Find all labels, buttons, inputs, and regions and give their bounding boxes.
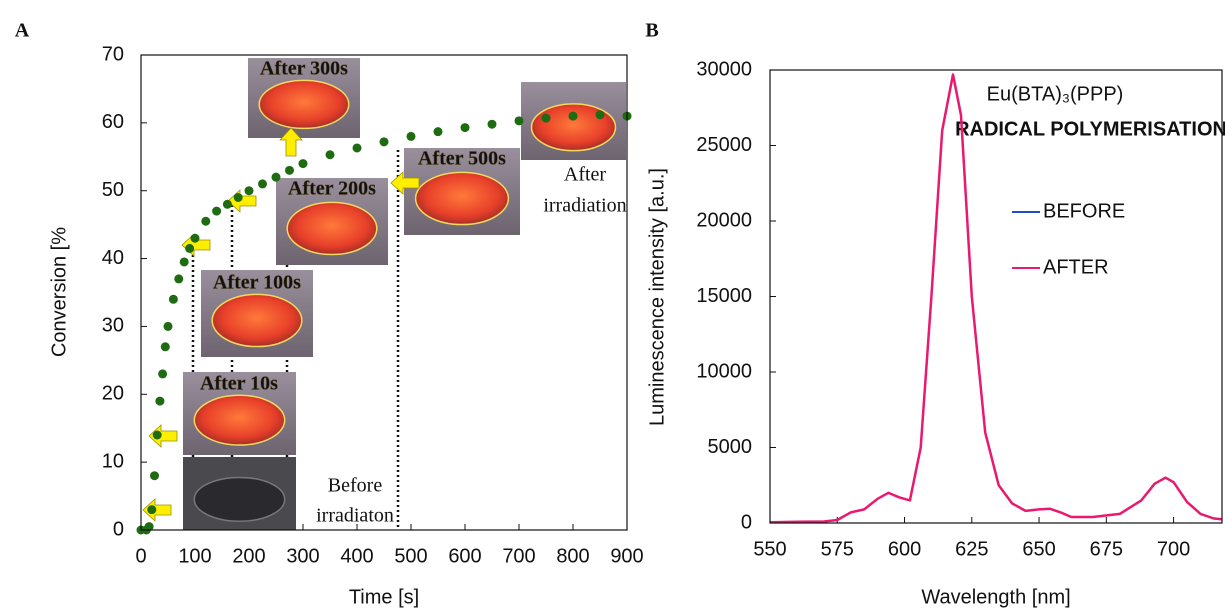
page: AConversion [%Time [s]010203040506070010… xyxy=(0,0,1225,611)
annotation: After 10s xyxy=(200,373,278,395)
annotation: After 500s xyxy=(418,148,506,170)
y-tick-label: 50 xyxy=(102,179,124,201)
data-point xyxy=(161,342,170,351)
data-point xyxy=(461,123,470,132)
x-tick-label: 500 xyxy=(394,545,427,567)
data-point xyxy=(201,217,210,226)
data-point xyxy=(245,186,254,195)
photo-dish xyxy=(212,294,302,346)
x-tick-label: 900 xyxy=(610,545,643,567)
photo-dish xyxy=(194,395,284,445)
x-tick-label: 300 xyxy=(286,545,319,567)
x-tick-label: 550 xyxy=(753,538,786,560)
y-tick-label: 60 xyxy=(102,111,124,133)
data-point xyxy=(169,295,178,304)
x-tick-label: 700 xyxy=(1157,538,1190,560)
x-tick-label: 700 xyxy=(502,545,535,567)
legend-label: AFTER xyxy=(1043,256,1109,278)
data-line xyxy=(770,75,1222,523)
data-point xyxy=(326,150,335,159)
y-tick-label: 0 xyxy=(741,511,752,533)
legend-label: BEFORE xyxy=(1043,200,1125,222)
data-point xyxy=(542,114,551,123)
y-tick-label: 20 xyxy=(102,383,124,405)
x-tick-label: 800 xyxy=(556,545,589,567)
chart-title: Eu(BTA)₃(PPP) xyxy=(987,83,1124,105)
data-point xyxy=(353,143,362,152)
x-tick-label: 625 xyxy=(955,538,988,560)
figure: AConversion [%Time [s]010203040506070010… xyxy=(0,0,1225,611)
panel-label: B xyxy=(645,20,658,42)
x-tick-label: 600 xyxy=(888,538,921,560)
annotation: Before xyxy=(328,475,383,497)
photo xyxy=(183,457,296,530)
data-point xyxy=(185,244,194,253)
y-tick-label: 40 xyxy=(102,247,124,269)
photo-dish xyxy=(532,104,616,151)
annotation: After 200s xyxy=(288,178,376,200)
panel-label: A xyxy=(15,20,30,42)
photo-dish xyxy=(259,80,349,128)
photo-dish xyxy=(287,202,377,254)
data-point xyxy=(155,397,164,406)
photo-dish xyxy=(194,477,284,521)
x-tick-label: 650 xyxy=(1022,538,1055,560)
y-tick-label: 0 xyxy=(113,518,124,540)
photo-dish xyxy=(416,172,509,224)
data-point xyxy=(596,110,605,119)
data-point xyxy=(272,173,281,182)
x-tick-label: 675 xyxy=(1090,538,1123,560)
data-point xyxy=(153,431,162,440)
y-axis-label: Luminescence intensity [a.u.] xyxy=(646,168,668,426)
data-point xyxy=(180,257,189,266)
data-point xyxy=(191,234,200,243)
y-tick-label: 5000 xyxy=(708,436,753,458)
y-tick-label: 30 xyxy=(102,315,124,337)
y-tick-label: 10 xyxy=(102,450,124,472)
x-tick-label: 200 xyxy=(232,545,265,567)
data-point xyxy=(212,207,221,216)
y-tick-label: 20000 xyxy=(696,209,752,231)
annotation: After xyxy=(564,164,607,186)
chart-subtitle: RADICAL POLYMERISATION xyxy=(955,118,1225,140)
y-axis-label: Conversion [% xyxy=(48,227,70,357)
annotation: irradiation xyxy=(543,195,626,217)
x-tick-label: 600 xyxy=(448,545,481,567)
data-point xyxy=(164,322,173,331)
data-point xyxy=(285,166,294,175)
x-tick-label: 0 xyxy=(135,545,146,567)
data-point xyxy=(407,132,416,141)
arrow xyxy=(143,499,171,521)
data-point xyxy=(515,116,524,125)
data-point xyxy=(569,112,578,121)
y-tick-label: 15000 xyxy=(696,285,752,307)
annotation: irradiaton xyxy=(316,505,394,527)
x-tick-label: 575 xyxy=(821,538,854,560)
y-tick-label: 70 xyxy=(102,43,124,65)
data-point xyxy=(488,120,497,129)
data-point xyxy=(147,505,156,514)
annotation: After 300s xyxy=(260,58,348,80)
annotation: After 100s xyxy=(213,272,301,294)
x-tick-label: 100 xyxy=(178,545,211,567)
data-point xyxy=(158,369,167,378)
y-tick-label: 10000 xyxy=(696,360,752,382)
data-point xyxy=(234,193,243,202)
data-point xyxy=(299,159,308,168)
photo xyxy=(521,82,626,160)
data-point xyxy=(174,274,183,283)
y-tick-label: 30000 xyxy=(696,58,752,80)
data-point xyxy=(258,179,267,188)
x-axis-label: Time [s] xyxy=(349,586,419,608)
data-point xyxy=(380,137,389,146)
data-point xyxy=(150,471,159,480)
data-point xyxy=(223,200,232,209)
y-tick-label: 25000 xyxy=(696,134,752,156)
data-point xyxy=(434,127,443,136)
x-axis-label: Wavelength [nm] xyxy=(921,586,1070,608)
x-tick-label: 400 xyxy=(340,545,373,567)
